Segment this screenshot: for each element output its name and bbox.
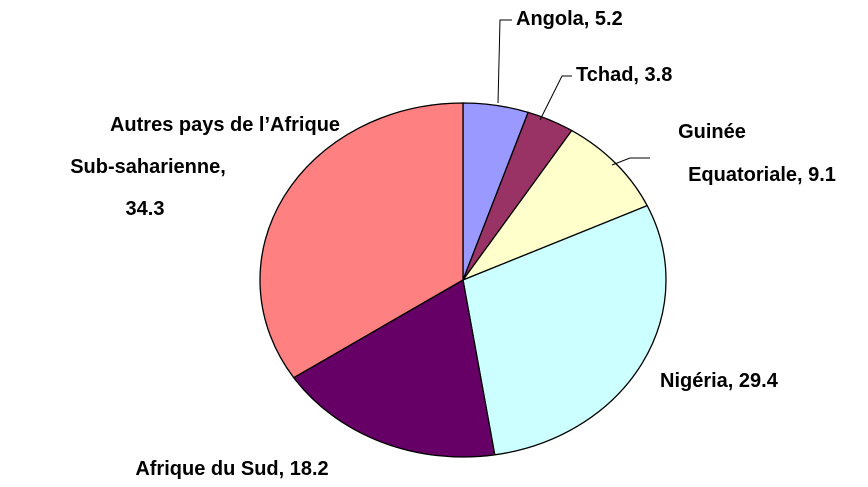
leader-line bbox=[539, 75, 572, 121]
data-label-line: Afrique du Sud, 18.2 bbox=[135, 458, 328, 480]
data-label: Guinée Equatoriale, 9.1 bbox=[678, 121, 836, 186]
data-label: Afrique du Sud, 18.2 bbox=[135, 458, 328, 480]
data-label: Nigéria, 29.4 bbox=[660, 370, 779, 392]
data-label-line: Nigéria, 29.4 bbox=[660, 370, 779, 392]
leader-line bbox=[611, 157, 650, 166]
pie-slice bbox=[292, 278, 496, 458]
data-label-line: Sub-saharienne, bbox=[70, 156, 226, 178]
data-label: Tchad, 3.8 bbox=[576, 64, 672, 86]
pie-slice bbox=[462, 204, 667, 456]
data-label-line: Equatoriale, 9.1 bbox=[688, 164, 836, 186]
pie-slice bbox=[259, 102, 464, 379]
data-label-line: Autres pays de l’Afrique bbox=[110, 114, 340, 136]
data-label-line: Angola, 5.2 bbox=[516, 8, 623, 30]
leader-line bbox=[497, 19, 512, 104]
data-label-line: Tchad, 3.8 bbox=[576, 64, 672, 86]
data-label: Autres pays de l’Afrique Sub-saharienne, 3… bbox=[70, 114, 340, 220]
data-label-line: Guinée bbox=[678, 121, 746, 143]
data-label: Angola, 5.2 bbox=[516, 8, 623, 30]
data-label-line: 34.3 bbox=[126, 198, 165, 220]
